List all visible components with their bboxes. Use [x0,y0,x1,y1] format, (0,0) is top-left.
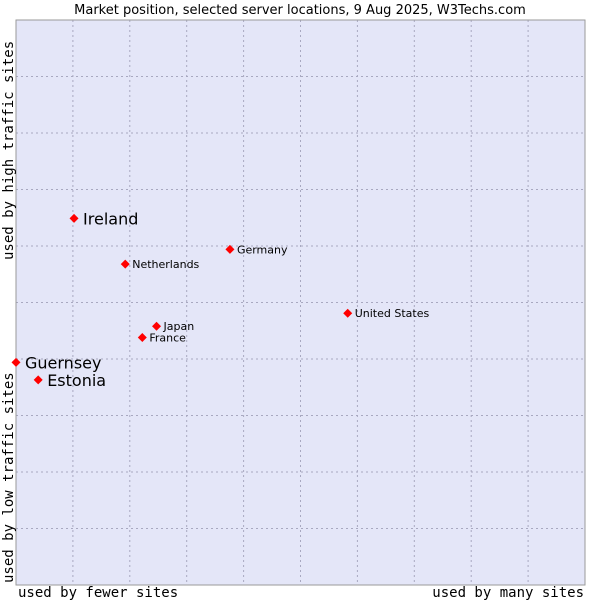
x-axis-label-high: used by many sites [432,585,584,600]
grid-lines [16,20,585,585]
point-marker-ireland [69,213,79,223]
point-marker-japan [152,321,162,331]
point-label-germany: Germany [237,243,288,256]
point-label-japan: Japan [163,320,195,333]
point-marker-netherlands [120,259,130,269]
point-marker-france [137,333,147,343]
x-axis-label-low: used by fewer sites [18,585,178,600]
chart-title: Market position, selected server locatio… [74,3,526,18]
data-points: Ireland Germany Netherlands United States Ja… [11,209,430,390]
point-marker-guernsey [11,357,21,367]
point-label-united-states: United States [355,307,430,320]
y-axis-label-low: used by low traffic sites [1,372,17,583]
point-marker-united-states [343,308,353,318]
point-label-ireland: Ireland [83,209,138,228]
y-axis-label-high: used by high traffic sites [1,41,17,260]
point-label-guernsey: Guernsey [25,353,101,372]
point-label-france: France [149,332,186,345]
plot-border [15,19,586,586]
point-label-netherlands: Netherlands [132,258,199,271]
point-marker-germany [225,244,235,254]
point-marker-estonia [33,375,43,385]
point-label-estonia: Estonia [47,371,106,390]
